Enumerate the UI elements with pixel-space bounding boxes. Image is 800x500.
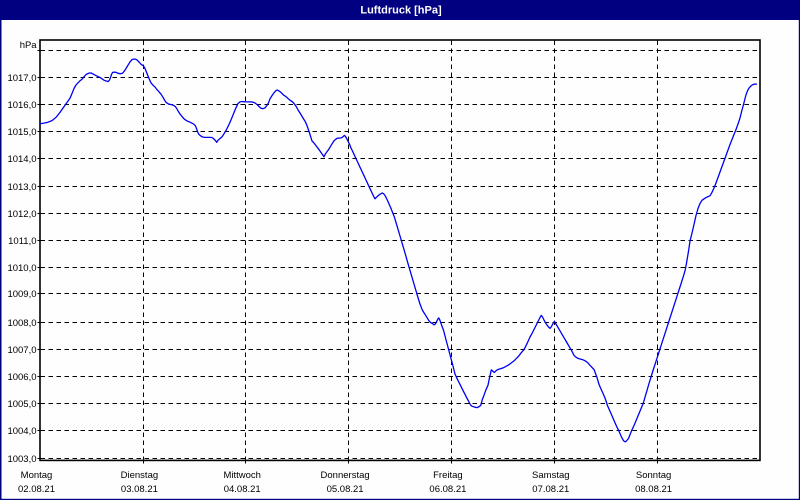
svg-text:08.08.21: 08.08.21 (635, 484, 672, 495)
svg-text:Mittwoch: Mittwoch (223, 470, 260, 481)
svg-text:03.08.21: 03.08.21 (121, 484, 158, 495)
svg-text:1013,0: 1013,0 (7, 182, 36, 193)
svg-text:1016,0: 1016,0 (7, 100, 36, 111)
svg-text:1003,0: 1003,0 (7, 454, 36, 465)
svg-text:1005,0: 1005,0 (7, 399, 36, 410)
svg-text:1015,0: 1015,0 (7, 127, 36, 138)
svg-text:04.08.21: 04.08.21 (224, 484, 261, 495)
svg-text:Donnerstag: Donnerstag (321, 470, 370, 481)
svg-text:hPa: hPa (20, 40, 38, 51)
svg-text:1008,0: 1008,0 (7, 318, 36, 329)
svg-text:05.08.21: 05.08.21 (327, 484, 364, 495)
svg-text:1017,0: 1017,0 (7, 73, 36, 84)
svg-text:Luftdruck [hPa]: Luftdruck [hPa] (360, 5, 442, 17)
svg-text:1012,0: 1012,0 (7, 209, 36, 220)
svg-text:1011,0: 1011,0 (8, 236, 36, 247)
svg-text:1010,0: 1010,0 (7, 263, 36, 274)
svg-text:1004,0: 1004,0 (7, 426, 36, 437)
svg-text:06.08.21: 06.08.21 (429, 484, 466, 495)
svg-text:Samstag: Samstag (532, 470, 570, 481)
svg-text:1006,0: 1006,0 (7, 372, 36, 383)
svg-text:1007,0: 1007,0 (7, 345, 36, 356)
svg-text:Montag: Montag (21, 470, 53, 481)
svg-text:07.08.21: 07.08.21 (532, 484, 569, 495)
svg-text:Freitag: Freitag (433, 470, 463, 481)
svg-text:1014,0: 1014,0 (7, 154, 36, 165)
svg-text:Sonntag: Sonntag (636, 470, 671, 481)
svg-text:02.08.21: 02.08.21 (18, 484, 55, 495)
svg-text:1009,0: 1009,0 (7, 289, 36, 300)
svg-text:Dienstag: Dienstag (121, 470, 159, 481)
